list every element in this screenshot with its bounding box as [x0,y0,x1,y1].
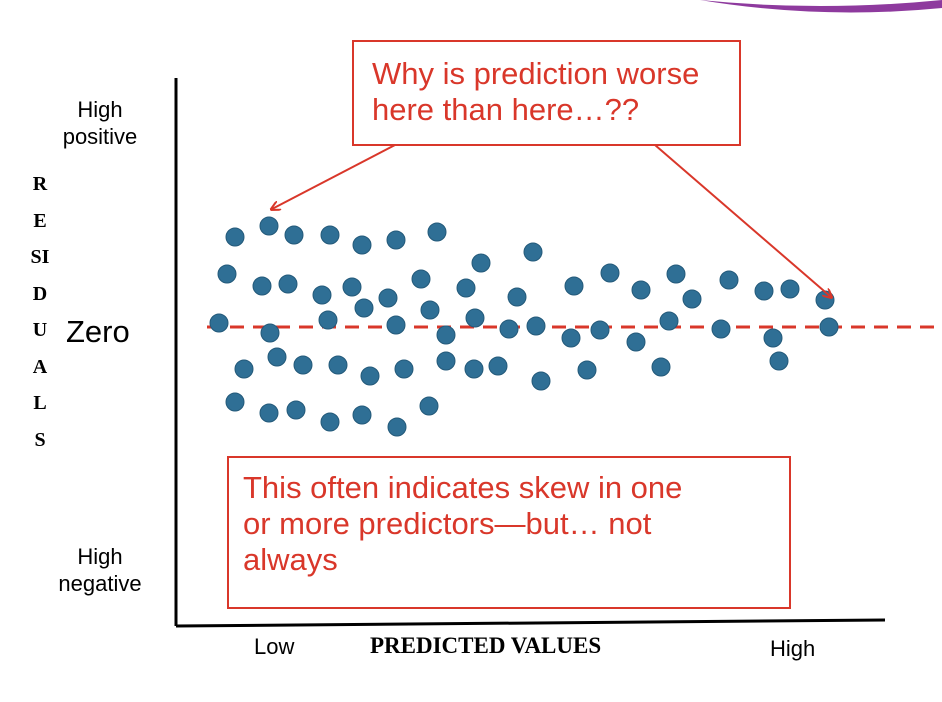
dot [819,317,839,337]
dot [682,289,702,309]
dots [209,216,839,437]
y-top-label: High positive [62,97,138,149]
dot [419,396,439,416]
dot [471,253,491,273]
callout-bottom: This often indicates skew in one or more… [227,456,791,609]
x-high-label: High [770,636,816,661]
dot [564,276,584,296]
x-axis-line [175,618,886,628]
dot [234,359,254,379]
dot [464,359,484,379]
dot [436,325,456,345]
y-zero-label: Zero [66,314,130,349]
dot [651,357,671,377]
dot [507,287,527,307]
x-axis-title: PREDICTED VALUES [370,633,602,658]
dot [531,371,551,391]
dot [260,323,280,343]
dot [465,308,485,328]
dot [456,278,476,298]
dot [318,310,338,330]
dot [278,274,298,294]
dot [815,290,835,310]
decoration [700,0,942,13]
dot [259,403,279,423]
dot [320,225,340,245]
dot [590,320,610,340]
dot [719,270,739,290]
dot [499,319,519,339]
dot [267,347,287,367]
dot [284,225,304,245]
dot [352,405,372,425]
dot [754,281,774,301]
dot [666,264,686,284]
dot [523,242,543,262]
x-low-label: Low [254,634,295,659]
dot [488,356,508,376]
dot [328,355,348,375]
dot [780,279,800,299]
dot [387,417,407,437]
dot [711,319,731,339]
dot [209,313,229,333]
dot [600,263,620,283]
dot [342,277,362,297]
dot [659,311,679,331]
dot [386,230,406,250]
y-axis-title: RESIDUALS [30,173,50,451]
callout-top: Why is prediction worse here than here…?… [352,40,741,146]
dot [561,328,581,348]
dot [360,366,380,386]
arrow [654,144,831,297]
dot [411,269,431,289]
dot [763,328,783,348]
dot [526,316,546,336]
dot [312,285,332,305]
dot [354,298,374,318]
dot [631,280,651,300]
dot [769,351,789,371]
dot [225,392,245,412]
dot [626,332,646,352]
dot [427,222,447,242]
dot [259,216,279,236]
dot [436,351,456,371]
dot [378,288,398,308]
dot [293,355,313,375]
dot [252,276,272,296]
dot [577,360,597,380]
dot [225,227,245,247]
dot [394,359,414,379]
arrow [272,144,396,209]
dot [217,264,237,284]
dot [286,400,306,420]
y-bottom-label: High negative [58,544,142,596]
dot [420,300,440,320]
dot [386,315,406,335]
dot [352,235,372,255]
dot [320,412,340,432]
